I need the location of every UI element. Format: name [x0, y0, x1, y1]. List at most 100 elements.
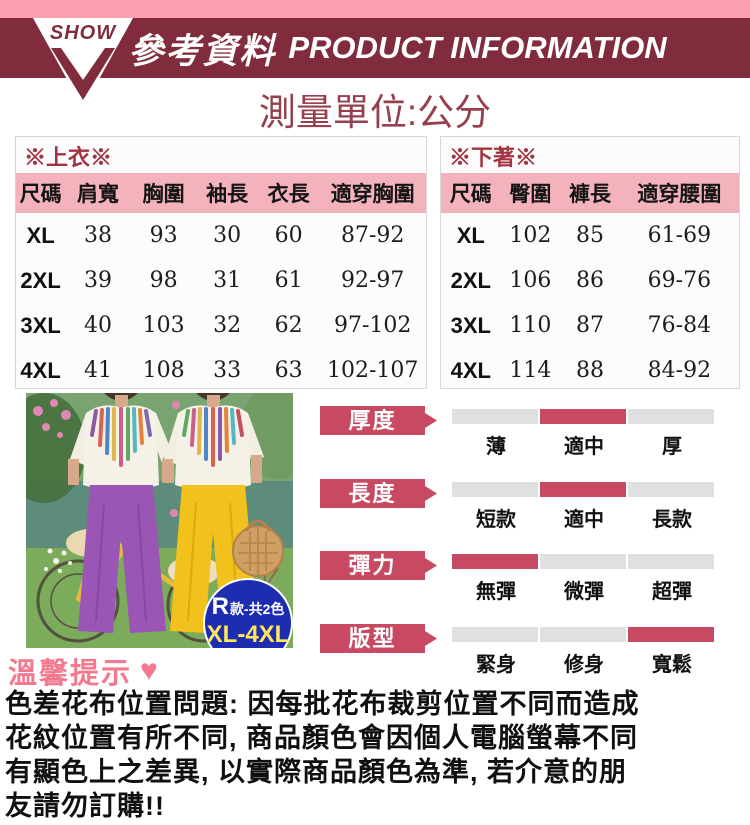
notice-line: 有顯色上之差異, 以實際商品顏色為準, 若介意的朋 — [5, 757, 628, 787]
scale-bar-segment — [540, 554, 626, 569]
col-header: 胸圍 — [130, 173, 197, 213]
value-cell: 86 — [575, 268, 604, 293]
notice-title: 溫馨提示 ♥ — [8, 650, 158, 692]
scale-option: 緊身 — [476, 654, 516, 676]
scale-option: 無彈 — [476, 581, 516, 603]
scale-option: 薄 — [486, 436, 506, 458]
scale-label-tag: 厚度 — [320, 406, 437, 435]
style-badge-line1: R款-共2色 — [205, 593, 291, 621]
scale-bar-segment — [540, 627, 626, 642]
scale-options: 短款 適中 長款 — [452, 503, 716, 532]
value-cell: 30 — [213, 223, 242, 248]
scale-label-tag: 長度 — [320, 479, 437, 508]
size-cell: 4XL — [450, 357, 491, 383]
product-photo: R款-共2色 XL-4XL — [26, 393, 293, 648]
size-cell: 3XL — [450, 312, 491, 338]
table-row: 4XL 114 88 84-92 — [441, 348, 739, 393]
notice-title-text: 溫馨提示 — [8, 658, 133, 690]
heart-icon: ♥ — [140, 654, 158, 687]
col-header: 褲長 — [560, 173, 620, 213]
col-header: 尺碼 — [441, 173, 501, 213]
scale-bar-segment — [452, 482, 538, 497]
value-cell: 114 — [509, 358, 552, 383]
scale-row-length: 長度 短款 適中 長款 — [320, 479, 750, 543]
value-cell: 97-102 — [333, 313, 412, 338]
table-title-bottom: ※下著※ — [449, 145, 538, 170]
col-header: 尺碼 — [16, 173, 66, 213]
scale-option: 微彈 — [564, 581, 604, 603]
value-cell: 39 — [83, 268, 112, 293]
col-header: 適穿胸圍 — [319, 173, 426, 213]
table-header-row: 尺碼 肩寬 胸圍 袖長 衣長 適穿胸圍 — [16, 173, 426, 213]
scale-bar-segment — [540, 482, 626, 497]
show-ribbon-inner-triangle-icon — [61, 48, 105, 80]
value-cell: 108 — [142, 358, 185, 383]
value-cell: 41 — [83, 358, 112, 383]
table-row: 2XL 39 98 31 61 92-97 — [16, 258, 426, 303]
value-cell: 110 — [509, 313, 552, 338]
notice-line: 友請勿訂購!! — [5, 791, 165, 821]
value-cell: 76-84 — [647, 313, 712, 338]
scale-bar-segment — [628, 627, 714, 642]
scale-option: 適中 — [564, 436, 604, 458]
scale-row-thickness: 厚度 薄 適中 厚 — [320, 406, 750, 470]
col-header: 適穿腰圍 — [619, 173, 739, 213]
measurement-unit-subtitle: 測量單位:公分 — [258, 92, 492, 133]
header-title-zh: 參考資料 — [128, 31, 277, 71]
header-title-en: PRODUCT INFORMATION — [288, 30, 667, 65]
table-row: XL 38 93 30 60 87-92 — [16, 213, 426, 258]
style-badge-size-range: XL-4XL — [206, 621, 290, 648]
product-photo-illustration — [26, 393, 293, 648]
scale-option: 修身 — [564, 654, 604, 676]
scale-options: 薄 適中 厚 — [452, 430, 716, 459]
scale-option: 厚 — [662, 436, 682, 458]
value-cell: 98 — [149, 268, 178, 293]
value-cell: 31 — [213, 268, 242, 293]
scale-option: 長款 — [652, 509, 692, 531]
table-row: 4XL 41 108 33 63 102-107 — [16, 348, 426, 393]
table-header-row: 尺碼 臀圍 褲長 適穿腰圍 — [441, 173, 739, 213]
scale-bar-segment — [452, 627, 538, 642]
value-cell: 61 — [274, 268, 303, 293]
scale-row-elasticity: 彈力 無彈 微彈 超彈 — [320, 551, 750, 615]
scale-option: 適中 — [564, 509, 604, 531]
scale-bar-segment — [540, 409, 626, 424]
show-label: SHOW — [49, 22, 117, 44]
col-header: 袖長 — [196, 173, 258, 213]
value-cell: 102-107 — [326, 358, 419, 383]
value-cell: 102 — [509, 223, 552, 248]
scale-label-tag: 版型 — [320, 624, 437, 653]
value-cell: 93 — [149, 223, 178, 248]
value-cell: 32 — [213, 313, 242, 338]
scale-options: 緊身 修身 寬鬆 — [452, 648, 716, 677]
notice-line: 花紋位置有所不同, 商品顏色會因個人電腦螢幕不同 — [5, 723, 639, 753]
notice-line: 色差花布位置問題: 因每批花布裁剪位置不同而造成 — [5, 689, 640, 719]
style-letter: R — [211, 593, 229, 620]
scale-bar-segment — [452, 409, 538, 424]
size-cell: 2XL — [450, 267, 491, 293]
value-cell: 88 — [575, 358, 604, 383]
value-cell: 85 — [575, 223, 604, 248]
header-band: 參考資料 PRODUCT INFORMATION — [0, 18, 750, 78]
size-cell: 4XL — [20, 357, 61, 383]
scale-bars — [452, 482, 716, 497]
scale-option: 短款 — [476, 509, 516, 531]
col-header: 臀圍 — [500, 173, 561, 213]
value-cell: 69-76 — [647, 268, 712, 293]
style-badge: R款-共2色 XL-4XL — [203, 578, 293, 648]
scale-bars — [452, 409, 716, 424]
scale-bar-segment — [628, 554, 714, 569]
table-row: 2XL 106 86 69-76 — [441, 258, 739, 303]
value-cell: 87-92 — [340, 223, 405, 248]
scale-bar-segment — [628, 482, 714, 497]
value-cell: 62 — [274, 313, 303, 338]
size-table-bottom: 尺碼 臀圍 褲長 適穿腰圍 XL 102 85 61-69 2XL 106 86 — [441, 173, 739, 393]
table-row: XL 102 85 61-69 — [441, 213, 739, 258]
size-cell: XL — [26, 222, 55, 248]
scale-label-tag: 彈力 — [320, 551, 437, 580]
size-cell: 3XL — [20, 312, 61, 338]
value-cell: 84-92 — [647, 358, 712, 383]
scale-option: 超彈 — [652, 581, 692, 603]
scale-row-fit: 版型 緊身 修身 寬鬆 — [320, 624, 750, 688]
